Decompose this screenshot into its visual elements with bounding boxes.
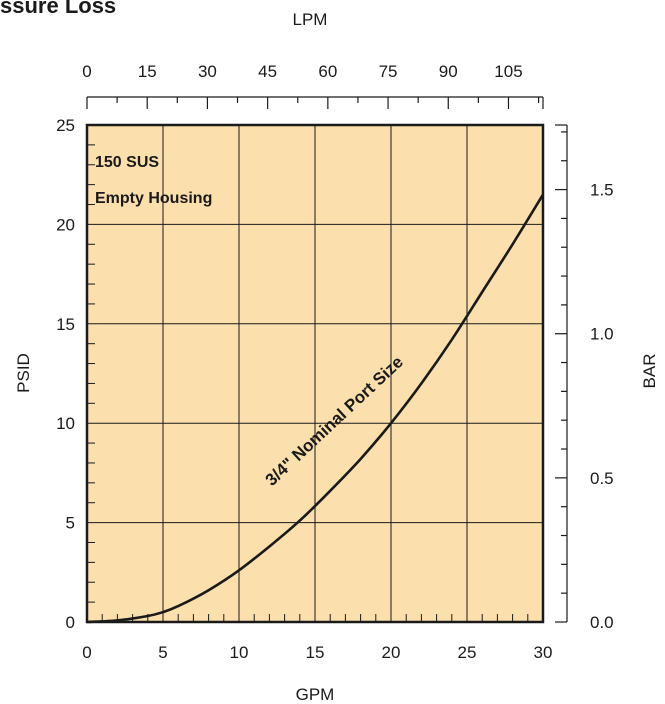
y-tick-label: 5	[66, 514, 75, 533]
top-axis-title: LPM	[293, 10, 328, 29]
y-tick-label: 20	[56, 215, 75, 234]
chart-title: ssure Loss	[0, 0, 116, 18]
right-tick-label: 0.5	[590, 469, 614, 488]
x-tick-label: 0	[82, 643, 91, 662]
curve-3-4-port	[86, 193, 545, 624]
right-tick-label: 1.0	[590, 325, 614, 344]
annotation-empty-housing: Empty Housing	[95, 190, 212, 207]
right-axis-title: BAR	[640, 354, 659, 389]
y-tick-label: 0	[66, 613, 75, 632]
minor-ticks	[87, 144, 529, 622]
x-tick-label: 15	[306, 643, 325, 662]
annotation-sus: 150 SUS	[95, 154, 159, 171]
top-tick-label: 75	[379, 62, 398, 81]
top-tick-label: 90	[439, 62, 458, 81]
x-tick-labels: 0 5 10 15 20 25 30	[82, 643, 552, 662]
top-tick-label: 45	[258, 62, 277, 81]
y-tick-label: 15	[56, 315, 75, 334]
top-tick-label: 105	[494, 62, 522, 81]
right-tick-label: 0.0	[590, 613, 614, 632]
top-tick-label: 0	[82, 62, 91, 81]
x-tick-label: 30	[534, 643, 553, 662]
x-tick-label: 20	[382, 643, 401, 662]
top-tick-label: 15	[138, 62, 157, 81]
y-axis-title: PSID	[14, 353, 33, 393]
y-tick-label: 25	[56, 116, 75, 135]
plot-frame	[85, 123, 545, 624]
grid-lines	[87, 125, 543, 622]
right-tick-label: 1.5	[590, 181, 614, 200]
right-axis: 0.0 0.5 1.0 1.5	[555, 124, 614, 632]
x-tick-label: 5	[158, 643, 167, 662]
top-tick-label: 60	[318, 62, 337, 81]
y-tick-label: 10	[56, 414, 75, 433]
x-axis-title: GPM	[296, 685, 335, 704]
y-tick-labels: 0 5 10 15 20 25	[56, 116, 75, 632]
x-tick-label: 25	[458, 643, 477, 662]
x-tick-label: 10	[230, 643, 249, 662]
top-axis: 0 15 30 45 60 75 90 105	[82, 62, 544, 109]
top-tick-label: 30	[198, 62, 217, 81]
